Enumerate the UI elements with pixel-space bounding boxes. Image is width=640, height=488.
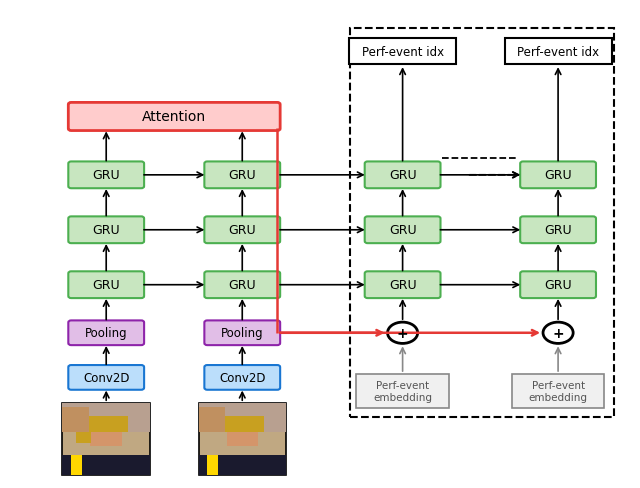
Text: Conv2D: Conv2D	[219, 371, 266, 384]
Text: GRU: GRU	[388, 224, 417, 237]
FancyBboxPatch shape	[68, 217, 144, 244]
Bar	[84, 416, 128, 432]
Bar	[505, 39, 612, 65]
Circle shape	[543, 323, 573, 344]
Text: GRU: GRU	[228, 279, 256, 292]
FancyBboxPatch shape	[204, 321, 280, 346]
FancyBboxPatch shape	[204, 366, 280, 390]
FancyBboxPatch shape	[204, 217, 280, 244]
FancyBboxPatch shape	[365, 272, 440, 299]
Text: GRU: GRU	[544, 169, 572, 182]
FancyBboxPatch shape	[68, 272, 144, 299]
Bar	[227, 424, 258, 447]
FancyBboxPatch shape	[68, 321, 144, 346]
Text: Conv2D: Conv2D	[83, 371, 129, 384]
Bar	[207, 455, 218, 475]
Text: +: +	[397, 326, 408, 340]
Text: Perf-event
embedding: Perf-event embedding	[373, 381, 432, 402]
Text: Perf-event
embedding: Perf-event embedding	[529, 381, 588, 402]
Text: GRU: GRU	[544, 224, 572, 237]
Bar	[63, 403, 150, 432]
FancyBboxPatch shape	[520, 217, 596, 244]
Text: GRU: GRU	[388, 169, 417, 182]
Bar	[198, 403, 286, 475]
FancyBboxPatch shape	[68, 103, 280, 131]
Text: GRU: GRU	[92, 279, 120, 292]
FancyBboxPatch shape	[68, 162, 144, 189]
Bar	[220, 416, 264, 432]
Bar	[198, 403, 286, 432]
Text: GRU: GRU	[544, 279, 572, 292]
FancyBboxPatch shape	[520, 272, 596, 299]
Bar	[90, 424, 122, 447]
Bar	[512, 374, 604, 408]
Text: GRU: GRU	[92, 169, 120, 182]
Bar	[63, 407, 89, 432]
FancyBboxPatch shape	[204, 162, 280, 189]
Bar	[76, 423, 92, 443]
FancyBboxPatch shape	[365, 162, 440, 189]
Text: Attention: Attention	[142, 110, 206, 124]
Circle shape	[388, 323, 418, 344]
Text: GRU: GRU	[92, 224, 120, 237]
Text: +: +	[552, 326, 564, 340]
Bar	[71, 455, 82, 475]
Text: Perf-event idx: Perf-event idx	[362, 46, 444, 59]
FancyBboxPatch shape	[68, 366, 144, 390]
Bar	[350, 29, 614, 417]
Bar	[349, 39, 456, 65]
Text: GRU: GRU	[228, 224, 256, 237]
Text: GRU: GRU	[388, 279, 417, 292]
Text: Perf-event idx: Perf-event idx	[517, 46, 599, 59]
Bar	[63, 403, 150, 475]
FancyBboxPatch shape	[204, 272, 280, 299]
Bar	[198, 455, 286, 475]
FancyBboxPatch shape	[520, 162, 596, 189]
Bar	[63, 455, 150, 475]
FancyBboxPatch shape	[365, 217, 440, 244]
Text: Pooling: Pooling	[221, 326, 264, 340]
Text: GRU: GRU	[228, 169, 256, 182]
Bar	[356, 374, 449, 408]
Bar	[198, 407, 225, 432]
Text: Pooling: Pooling	[85, 326, 127, 340]
